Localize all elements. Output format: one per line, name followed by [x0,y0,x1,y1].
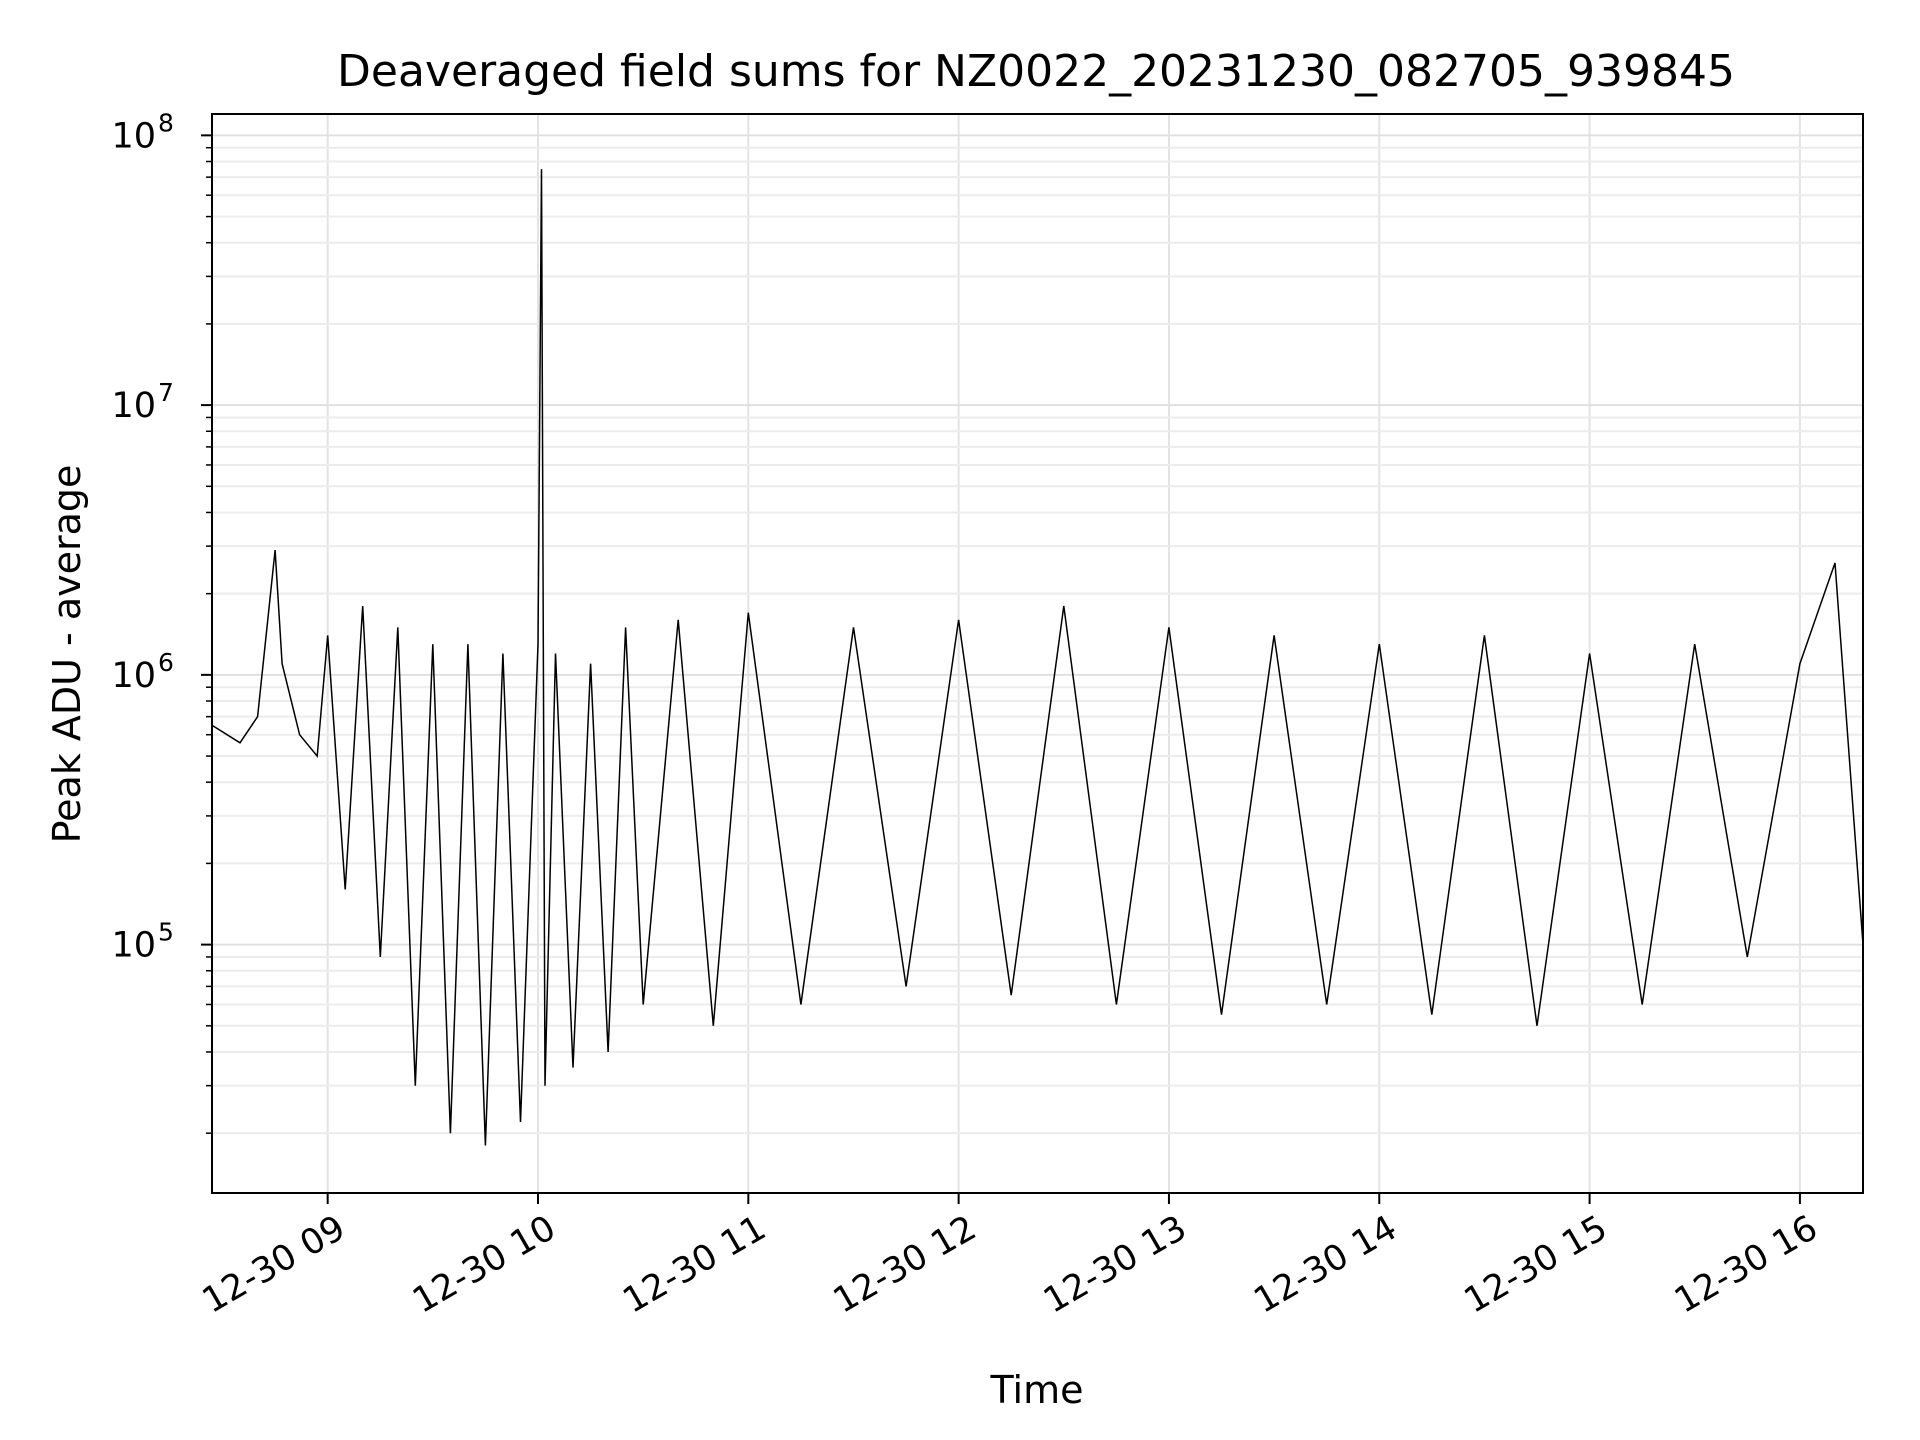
y-tick-exponent: 6 [158,648,174,677]
x-axis-label: Time [990,1368,1084,1412]
x-tick-label: 12-30 15 [1458,1208,1614,1321]
chart-title: Deaveraged field sums for NZ0022_2023123… [337,46,1735,97]
y-tick-exponent: 8 [158,108,174,137]
y-axis-label: Peak ADU - average [45,465,89,844]
y-tick-label: 10 [111,926,156,966]
x-tick-label: 12-30 09 [196,1208,352,1321]
x-tick-label: 12-30 16 [1668,1208,1824,1321]
x-tick-label: 12-30 11 [617,1208,773,1321]
y-tick-label: 10 [111,386,156,426]
plot-frame [211,113,1864,1194]
x-tick-label: 12-30 14 [1247,1208,1403,1321]
y-tick-exponent: 7 [158,378,174,407]
x-axis: 12-30 09 12-30 10 12-30 11 12-30 12 12-30 13… [196,1193,1824,1321]
x-tick-label: 12-30 12 [827,1208,983,1321]
y-tick-label: 10 [111,656,156,696]
x-tick-label: 12-30 10 [406,1208,562,1321]
series-layer [211,169,1864,1146]
series-line [211,169,1864,1146]
x-tick-label: 12-30 13 [1037,1208,1193,1321]
y-tick-label: 10 [111,116,156,156]
grid-layer [212,114,1863,1193]
y-tick-exponent: 5 [158,918,174,947]
